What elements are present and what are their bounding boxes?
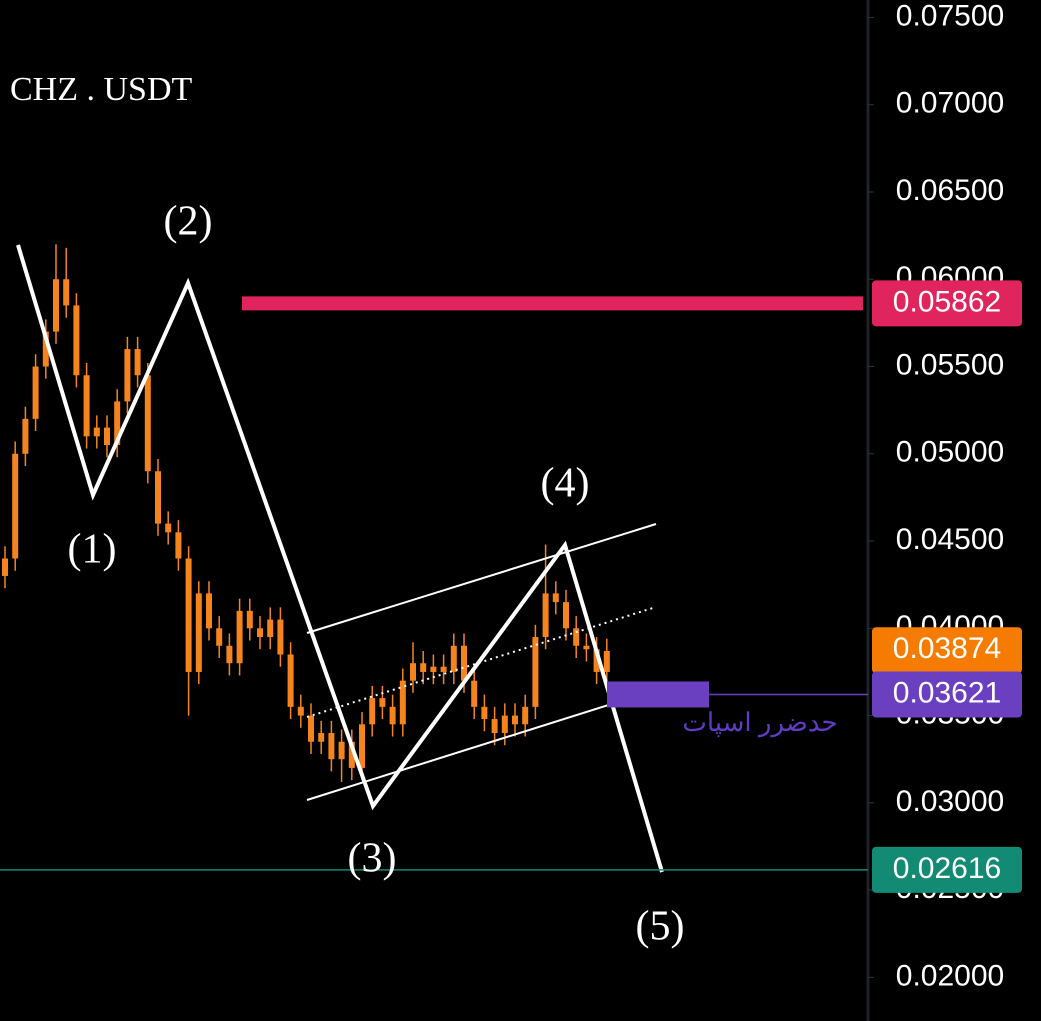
candle-body: [144, 375, 151, 472]
wave-line: [16, 244, 664, 873]
candle-body: [73, 305, 80, 376]
candle-body: [206, 593, 212, 629]
y-tick-label: 0.07500: [896, 0, 1004, 32]
candle-body: [267, 619, 274, 638]
candle-body: [348, 741, 355, 768]
candle-body: [165, 523, 172, 533]
y-tick-label: 0.05500: [896, 348, 1004, 381]
candle-body: [389, 706, 396, 725]
wave-label: (1): [68, 527, 117, 573]
candle-body: [461, 645, 467, 681]
candle-body: [246, 610, 253, 629]
candle-body: [83, 375, 90, 437]
candle-body: [195, 593, 202, 672]
wave-label: (2): [164, 199, 213, 245]
candle-body: [593, 649, 600, 672]
candles: [2, 244, 610, 782]
candle-body: [297, 706, 304, 716]
candle-body: [2, 558, 8, 576]
wave-label: (4): [541, 461, 590, 507]
candle-body: [359, 724, 365, 768]
candle-body: [318, 733, 325, 742]
candle-body: [308, 715, 314, 742]
y-tick-label: 0.05000: [896, 436, 1004, 469]
price-lines: 0.05862 0.03874 0.03621 0.02616: [0, 280, 1022, 893]
candle-body: [22, 418, 29, 454]
candle-body: [185, 558, 192, 672]
y-tick-label: 0.06500: [896, 174, 1004, 207]
candle-body: [430, 666, 437, 672]
stop-label: حدضرر اسپات: [682, 707, 837, 738]
wave-label: (5): [636, 904, 685, 950]
candle-body: [93, 427, 100, 437]
candle-body: [114, 401, 121, 446]
candle-body: [42, 331, 49, 367]
wave-labels: (1) (2) (3) (4) (5): [68, 199, 685, 950]
price-badge-label: 0.02616: [893, 852, 1001, 885]
candle-body: [399, 680, 406, 725]
candle-body: [583, 645, 590, 650]
wave-label: (3): [348, 836, 397, 882]
candle-body: [338, 741, 345, 760]
candle-body: [563, 602, 569, 629]
candle-body: [53, 279, 59, 332]
candle-body: [257, 628, 263, 638]
y-tick-label: 0.07000: [896, 87, 1004, 120]
stop-zone: [607, 681, 709, 708]
candle-body: [450, 645, 457, 672]
price-badge: [872, 846, 1022, 893]
candle-body: [328, 733, 335, 760]
price-badge-label: 0.05862: [893, 285, 1001, 318]
candle-body: [32, 366, 39, 419]
candle-body: [603, 650, 610, 672]
candle-body: [573, 628, 580, 646]
channel-mid: [306, 606, 657, 718]
channel-lower: [306, 689, 657, 801]
candle-body: [277, 619, 284, 655]
y-tick-label: 0.04500: [896, 523, 1004, 556]
candle-body: [552, 593, 559, 603]
channel-upper: [306, 523, 657, 634]
candle-body: [522, 706, 529, 725]
candle-body: [216, 628, 223, 646]
price-badge: [872, 280, 1022, 327]
y-axis: 0.075000.070000.065000.060000.055000.050…: [868, 0, 1004, 992]
candle-body: [236, 610, 243, 664]
candle-body: [420, 663, 427, 672]
candle-body: [12, 453, 19, 559]
candle-body: [512, 715, 518, 725]
candle-body: [155, 471, 161, 524]
candle-body: [226, 645, 233, 664]
chart-title: CHZ . USDT: [10, 71, 193, 108]
candle-body: [532, 637, 539, 707]
candle-body: [410, 663, 416, 681]
price-badge: [872, 671, 1022, 718]
candle-body: [63, 279, 70, 306]
price-badge-label: 0.03874: [893, 632, 1001, 665]
candle-body: [471, 680, 478, 707]
candle-body: [369, 698, 376, 725]
candle-body: [440, 666, 447, 672]
y-tick-label: 0.02000: [896, 959, 1004, 992]
candle-body: [287, 654, 294, 707]
candle-body: [491, 719, 498, 734]
candle-body: [124, 349, 131, 402]
candle-body: [542, 593, 549, 638]
candle-body: [379, 698, 386, 707]
candle-body: [175, 532, 182, 559]
candle-body: [134, 349, 141, 376]
candle-body: [104, 427, 110, 446]
candle-body: [501, 715, 508, 734]
wave-drawing: [16, 244, 664, 873]
candle-body: [481, 706, 488, 720]
y-tick-label: 0.03000: [896, 785, 1004, 818]
price-badge: [872, 627, 1022, 674]
price-badge-label: 0.03621: [893, 676, 1001, 709]
